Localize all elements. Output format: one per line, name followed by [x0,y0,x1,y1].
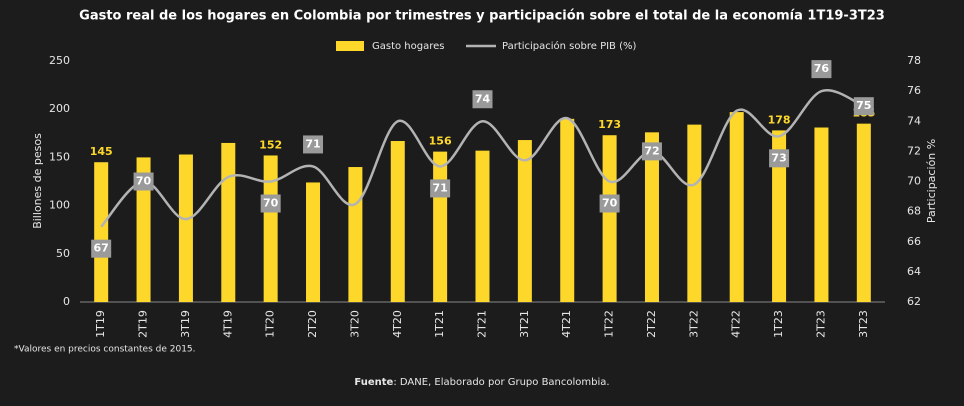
bar-value-label: 178 [768,113,791,126]
bar [560,118,575,302]
bar [136,157,151,302]
y-tick-label: 150 [49,150,70,163]
chart-title: Gasto real de los hogares en Colombia po… [79,9,885,24]
line-label-box [133,172,154,191]
line-value-label: 72 [644,144,659,157]
legend-swatch [336,41,364,51]
line-value-label: 67 [94,242,109,255]
bar-value-label: 156 [429,135,452,148]
bar-value-label: 152 [259,138,282,151]
y-tick-label: 100 [49,199,70,212]
note: *Valores en precios constantes de 2015. [14,345,196,355]
y2-tick-label: 64 [907,265,921,278]
y2-tick-label: 74 [907,114,921,127]
line-value-label: 70 [136,175,152,188]
bar [772,130,787,302]
y-tick-label: 200 [49,102,70,115]
line-label-box [260,194,281,213]
x-tick-label: 2T22 [645,310,658,338]
bar [602,135,617,302]
x-tick-label: 1T19 [94,310,107,338]
source-label: Fuente [354,377,393,388]
x-tick-label: 3T20 [348,310,361,338]
y2-tick-label: 62 [907,295,921,308]
line-value-label: 73 [771,151,786,164]
line-value-label: 76 [814,62,830,75]
y2-tick-label: 76 [907,84,921,97]
bar [178,154,193,302]
x-tick-label: 1T21 [433,310,446,338]
bar [306,182,321,302]
x-tick-label: 3T22 [687,310,700,338]
x-tick-label: 3T19 [179,310,192,338]
y2-tick-label: 70 [907,175,921,188]
bar [348,167,363,302]
x-tick-label: 1T22 [603,310,616,338]
line-label-box [599,194,620,213]
y-tick-label: 250 [49,54,70,67]
legend-label: Gasto hogares [372,41,445,52]
line-value-label: 75 [856,99,871,112]
x-tick-label: 2T23 [814,310,827,338]
x-tick-label: 2T21 [476,310,489,338]
bar-value-label: 173 [598,118,621,131]
bar [475,150,490,302]
legend-label: Participación sobre PIB (%) [502,40,637,52]
x-tick-label: 1T23 [772,310,785,338]
bar [729,112,744,302]
y2-tick-label: 78 [907,54,921,67]
x-tick-label: 3T21 [518,310,531,338]
bar [644,132,659,302]
bar [856,123,871,302]
line-value-label: 71 [432,181,447,194]
x-tick-label: 4T19 [221,310,234,338]
x-tick-label: 4T20 [391,310,404,338]
bar [687,124,702,303]
y2-tick-label: 68 [907,205,921,218]
bar [433,151,448,302]
y-tick-label: 0 [63,295,70,308]
line-label-box [430,179,451,198]
line-label-box [303,135,324,154]
bar-value-label: 145 [90,145,113,158]
bar [390,141,405,302]
source-text: : DANE, Elaborado por Grupo Bancolombia. [393,377,609,388]
line-label-box [769,149,790,168]
line-label-box [472,90,493,109]
y-axis-title: Billones de pesos [31,133,44,229]
bar [263,155,278,302]
x-tick-label: 4T21 [560,310,573,338]
line-value-label: 71 [305,137,320,150]
y-tick-label: 50 [56,247,70,260]
bar [814,127,829,303]
line-label-box [641,142,662,161]
y2-axis-title: Participación % [925,139,938,223]
line-value-label: 70 [602,197,618,210]
line-label-box [91,239,112,258]
line-value-label: 74 [475,92,491,105]
line-label-box [853,97,874,116]
line-label-box [811,60,832,79]
y2-tick-label: 66 [907,235,921,248]
bar [221,142,236,302]
y2-tick-label: 72 [907,144,921,157]
bar [94,162,109,302]
x-tick-label: 3T23 [857,310,870,338]
bar [517,140,532,302]
line [100,88,865,228]
line-value-label: 70 [263,197,279,210]
source: Fuente: DANE, Elaborado por Grupo Bancol… [354,377,609,388]
x-tick-label: 2T19 [137,310,150,338]
x-tick-label: 2T20 [306,310,319,338]
x-tick-label: 1T20 [264,310,277,338]
x-tick-label: 4T22 [730,310,743,338]
